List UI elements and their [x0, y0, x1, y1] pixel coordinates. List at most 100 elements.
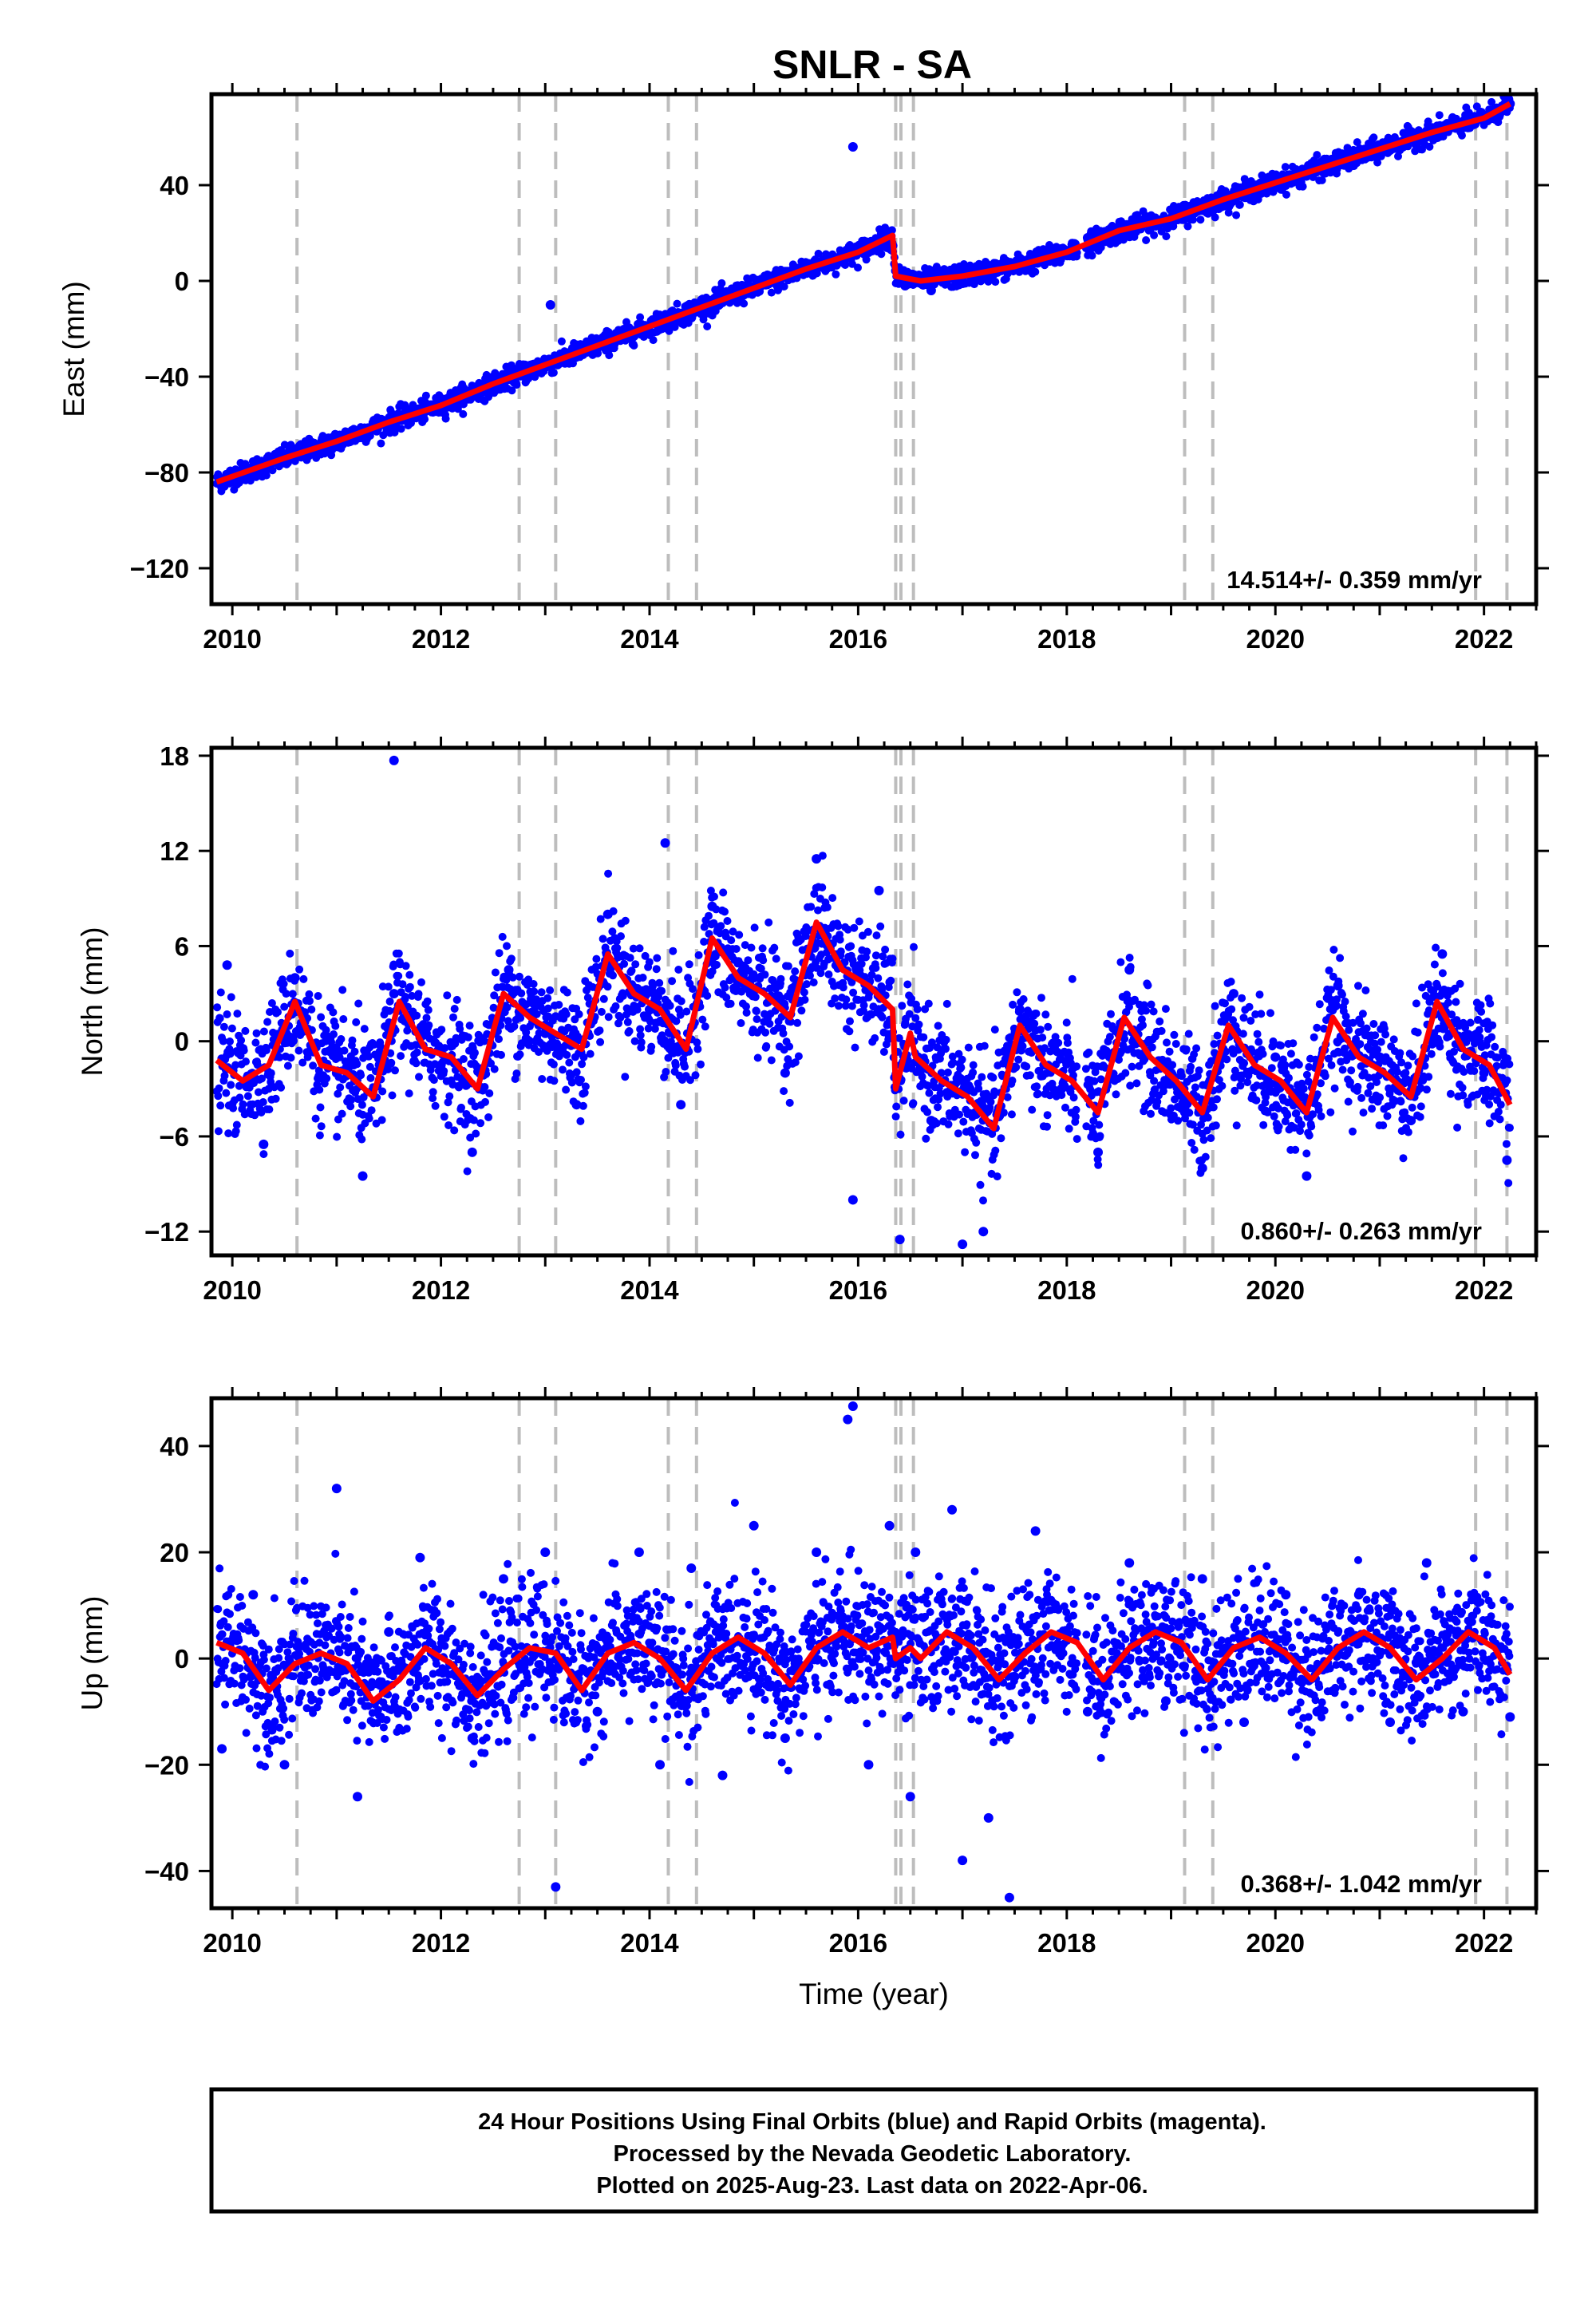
north-daily-point — [611, 1002, 620, 1010]
north-daily-point — [307, 1005, 316, 1014]
north-daily-point — [337, 1035, 346, 1043]
east-daily-point — [1424, 117, 1432, 126]
north-daily-point — [637, 1038, 646, 1046]
north-daily-point — [669, 947, 678, 955]
north-daily-point — [338, 986, 347, 994]
north-daily-point — [491, 968, 500, 977]
north-daily-point — [227, 993, 235, 1002]
north-daily-point — [216, 988, 225, 997]
north-daily-point — [1094, 1160, 1103, 1169]
north-daily-point — [842, 995, 851, 1004]
north-daily-point — [1163, 1038, 1171, 1047]
north-daily-point — [1044, 1022, 1053, 1031]
north-daily-point — [682, 1007, 691, 1016]
north-daily-point — [899, 1097, 908, 1105]
east-x-tick-label: 2018 — [1037, 624, 1096, 654]
north-daily-point — [598, 935, 607, 943]
north-daily-point — [219, 1022, 228, 1031]
north-daily-point — [674, 966, 683, 974]
north-daily-point — [413, 1011, 421, 1020]
north-daily-point — [503, 942, 511, 951]
north-daily-point — [621, 1073, 630, 1081]
north-daily-point — [658, 986, 666, 995]
east-daily-point — [1232, 211, 1241, 219]
east-daily-point — [1313, 151, 1321, 160]
north-daily-point — [366, 1073, 375, 1082]
north-daily-point — [609, 971, 617, 980]
north-daily-point — [215, 1014, 224, 1022]
north-daily-point — [942, 1045, 950, 1053]
north-daily-point — [1030, 1019, 1039, 1028]
north-daily-point — [530, 987, 539, 996]
north-daily-point — [1033, 1082, 1041, 1091]
north-daily-point — [1032, 1010, 1041, 1018]
north-daily-point — [1144, 981, 1152, 990]
north-daily-point — [348, 1036, 357, 1045]
east-daily-point — [1394, 152, 1402, 160]
north-daily-point — [378, 1087, 387, 1096]
north-daily-point — [299, 974, 308, 983]
north-daily-point — [1167, 1104, 1175, 1113]
north-daily-point — [497, 1050, 505, 1059]
north-point-cloud — [212, 852, 1514, 1205]
north-daily-point — [1071, 1113, 1080, 1121]
north-daily-point — [563, 988, 571, 997]
north-daily-point — [955, 1110, 964, 1119]
north-daily-point — [898, 1002, 907, 1010]
north-daily-point — [1149, 1007, 1158, 1016]
north-daily-point — [237, 1036, 246, 1045]
north-daily-point — [577, 1076, 585, 1084]
north-daily-point — [401, 962, 410, 970]
north-daily-point — [329, 1008, 338, 1017]
north-daily-point — [980, 1041, 989, 1050]
north-daily-point — [1041, 1010, 1050, 1019]
east-daily-point — [1162, 232, 1171, 241]
north-daily-point — [710, 892, 718, 901]
north-daily-point — [694, 951, 703, 959]
east-daily-point — [841, 261, 850, 269]
north-daily-point — [480, 1083, 489, 1091]
north-daily-point — [978, 1073, 986, 1081]
north-daily-point — [450, 1005, 459, 1013]
east-daily-point — [649, 336, 658, 345]
north-daily-point — [405, 970, 414, 979]
north-daily-point — [543, 994, 552, 1002]
east-daily-point — [1282, 190, 1290, 199]
east-daily-point — [1183, 222, 1192, 231]
north-daily-point — [772, 954, 780, 963]
north-daily-point — [1147, 1000, 1156, 1009]
north-daily-point — [1171, 1040, 1180, 1048]
north-daily-point — [759, 956, 768, 965]
north-daily-point — [414, 990, 423, 998]
north-daily-point — [703, 991, 712, 1000]
north-daily-point — [512, 1069, 521, 1078]
north-daily-point — [242, 1057, 250, 1066]
north-daily-point — [785, 1042, 794, 1051]
east-daily-point — [1317, 176, 1326, 184]
east-y-tick-label: −120 — [130, 554, 189, 583]
north-daily-point — [925, 1089, 934, 1097]
north-daily-point — [896, 1130, 905, 1139]
north-daily-point — [229, 1104, 238, 1113]
north-daily-point — [847, 942, 855, 951]
east-daily-point — [630, 342, 638, 350]
north-daily-point — [226, 1037, 234, 1045]
east-daily-point — [1373, 158, 1382, 167]
north-daily-point — [265, 1105, 274, 1114]
north-daily-point — [562, 1085, 571, 1094]
north-daily-point — [997, 1134, 1005, 1143]
north-daily-point — [232, 1120, 241, 1129]
north-daily-point — [397, 1052, 405, 1061]
north-daily-point — [288, 990, 297, 998]
north-daily-point — [737, 1019, 745, 1027]
north-daily-point — [828, 894, 837, 903]
north-daily-point — [863, 947, 871, 956]
north-daily-point — [423, 997, 432, 1006]
north-daily-point — [1165, 1047, 1174, 1056]
north-daily-point — [431, 1101, 440, 1110]
east-daily-point — [459, 409, 468, 418]
east-daily-point — [854, 263, 862, 272]
north-daily-point — [316, 1103, 325, 1112]
east-daily-point — [594, 349, 602, 358]
